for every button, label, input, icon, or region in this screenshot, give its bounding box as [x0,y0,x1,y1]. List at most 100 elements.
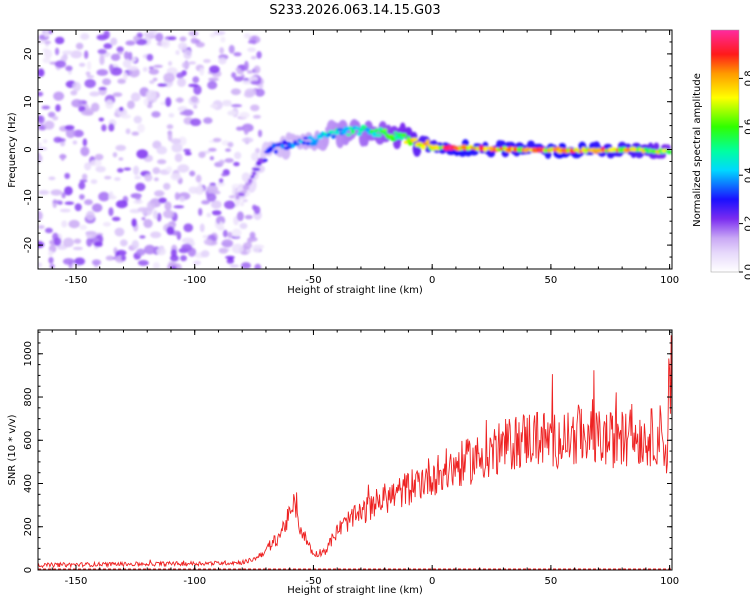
noise-blob [126,65,139,71]
noise-blob [146,53,154,62]
noise-blob [73,238,82,244]
ridge-core [253,167,261,172]
noise-blob [86,75,95,79]
noise-blob [73,129,84,138]
noise-blob [209,65,220,74]
noise-blob [90,159,102,167]
noise-blob [103,30,110,39]
noise-blob [62,50,74,55]
noise-blob [175,50,180,55]
noise-blob [65,65,73,72]
noise-blob [198,151,206,158]
noise-blob [233,151,242,160]
noise-blob [167,131,173,142]
noise-blob [123,51,129,60]
noise-blob [61,192,66,199]
noise-blob [199,223,205,233]
noise-blob [143,31,156,37]
noise-blob [38,154,43,163]
ridge-halo [335,132,345,149]
noise-blob [96,69,109,76]
noise-blob [90,179,98,185]
noise-blob [221,239,234,248]
ridge-core [396,132,403,138]
noise-blob [178,42,188,51]
noise-blob [80,146,90,157]
noise-blob [250,152,260,162]
y-tick-label: 600 [23,431,34,450]
noise-blob [157,159,167,165]
noise-blob [178,136,187,146]
noise-blob [118,157,124,161]
ridge-halo [255,164,265,173]
noise-blob [59,140,66,147]
ridge-point [251,171,257,176]
noise-blob [65,128,76,139]
noise-blob [255,147,261,154]
noise-blob [75,42,84,50]
noise-blob [54,36,65,45]
noise-blob [101,124,107,132]
ridge-core [336,127,344,132]
noise-blob [231,72,237,79]
noise-blob [53,91,65,101]
noise-blob [81,110,94,116]
noise-blob [181,243,193,252]
noise-blob [122,59,132,68]
chart-title: S233.2026.063.14.15.G03 [269,3,440,18]
noise-blob [38,225,45,229]
noise-blob [200,250,210,258]
noise-blob [42,48,49,52]
noise-blob [164,201,172,211]
noise-blob [108,191,114,199]
noise-blob [44,227,53,234]
noise-blob [241,137,254,143]
noise-blob [104,175,112,180]
noise-blob [189,170,196,177]
noise-blob [43,120,55,130]
noise-blob [177,164,190,173]
noise-blob [168,61,173,66]
noise-blob [143,244,156,255]
noise-blob [222,229,228,238]
noise-blob [52,115,59,121]
noise-blob [136,248,146,256]
noise-blob [193,104,198,109]
spectrogram-plot-area [38,30,672,269]
noise-blob [48,176,56,181]
noise-blob [95,165,106,173]
noise-blob [105,99,114,110]
noise-blob [127,51,133,61]
noise-blob [152,262,160,269]
ridge-point [429,144,435,150]
noise-blob [218,159,225,165]
x-tick-label: 0 [429,576,435,587]
signal-ridge [233,119,672,205]
y-tick-label: 200 [23,517,34,536]
colorbar: 0.0 0.2 0.4 0.6 0.8 Normalized spectral ampl… [692,29,750,280]
ridge-core [240,190,248,194]
noise-blob [211,210,222,216]
ridge-point [235,195,240,200]
noise-blob [94,153,104,161]
noise-blob [210,200,222,209]
noise-blob [131,131,140,136]
noise-blob [193,84,202,95]
noise-blob [119,106,124,112]
ridge-halo [458,149,467,157]
noise-blob [74,257,86,266]
ridge-core [356,132,362,137]
noise-blob [80,33,90,40]
noise-blob [190,118,202,127]
noise-blob [78,105,86,113]
noise-blob [136,149,149,159]
noise-blob [174,153,183,163]
snr-plot-area [38,335,672,570]
noise-blob [62,258,75,265]
noise-blob [157,83,168,87]
noise-blob [150,231,162,239]
noise-blob [257,129,263,138]
x-tick-label: -100 [183,275,206,286]
noise-blob [198,207,203,216]
noise-blob [146,103,153,109]
